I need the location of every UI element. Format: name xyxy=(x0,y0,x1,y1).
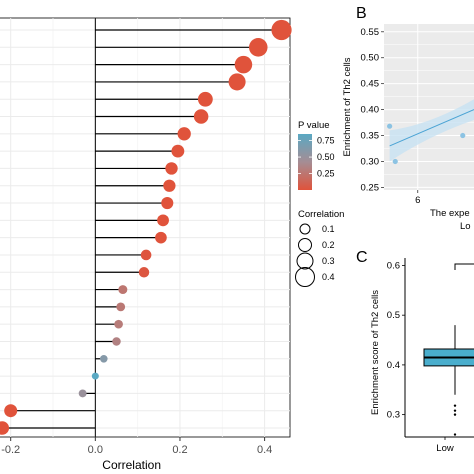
x-tick-label: 0.4 xyxy=(257,444,272,456)
panel-label-b: B xyxy=(356,5,367,22)
lollipop-stems xyxy=(2,29,282,429)
x-axis-ticks: -0.2 0.0 0.2 0.4 xyxy=(1,437,272,456)
lollipop-point xyxy=(165,162,178,175)
x-tick-label: -0.2 xyxy=(1,444,20,456)
lollipop-point xyxy=(99,354,108,363)
panel-c-outlier xyxy=(453,404,457,407)
p-value-colorbar xyxy=(298,134,312,190)
panel-b-point xyxy=(392,158,398,165)
panel-b-x-axis-subtitle: Lo xyxy=(460,221,471,232)
panel-b-fit-line xyxy=(389,109,474,147)
size-legend-label: 0.2 xyxy=(322,240,335,250)
size-legend-circle xyxy=(299,223,311,235)
panel-c-y-axis-title: Enrichment score of Th2 cells xyxy=(370,290,381,415)
panel-b-y-tick-label: 0.50 xyxy=(361,53,380,64)
panel-b-confidence-band xyxy=(389,99,474,162)
lollipop-point xyxy=(138,267,150,278)
panel-b-x-tick-label: 6 xyxy=(415,195,420,206)
lollipop-point xyxy=(271,19,292,41)
panel-c-outlier xyxy=(453,409,457,412)
lollipop-point xyxy=(234,55,253,74)
panel-c-x-tick-label: Low xyxy=(436,443,454,454)
panel-c-outliers xyxy=(453,404,457,436)
lollipop-point xyxy=(197,91,213,107)
lollipop-point xyxy=(163,179,176,192)
correlation-lollipop-chart: -0.2 0.0 0.2 0.4 Correlation xyxy=(0,17,292,472)
panel-b-x-axis-title: The expe xyxy=(430,208,470,219)
lollipop-point xyxy=(171,144,185,158)
correlation-size-legend-title: Correlation xyxy=(298,209,344,220)
x-tick-label: 0.2 xyxy=(172,444,187,456)
panel-c-y-tick-label: 0.6 xyxy=(387,260,400,271)
panel-c-box xyxy=(423,325,474,395)
panel-b-y-tick-label: 0.25 xyxy=(361,182,380,193)
lollipop-point xyxy=(161,196,174,210)
panel-c-y-ticks: 0.6 0.5 0.4 0.3 xyxy=(387,260,405,421)
p-tick-label: 0.25 xyxy=(317,169,335,179)
panel-b-scatter: B 0.55 0.50 0.45 0.40 0.35 0.30 0.25 6 Enrichm… xyxy=(342,5,474,232)
panel-b-point xyxy=(460,132,466,139)
panel-c-significance-bracket xyxy=(454,263,474,270)
size-legend-circle xyxy=(298,238,312,252)
p-tick-label: 0.75 xyxy=(317,136,335,146)
panel-c-x-ticks: Low xyxy=(436,437,454,454)
size-legend-label: 0.1 xyxy=(322,224,335,234)
size-legend-label: 0.3 xyxy=(322,256,335,266)
lollipop-point xyxy=(78,389,87,398)
p-value-legend-title: P value xyxy=(298,120,330,131)
lollipop-point xyxy=(248,38,268,57)
lollipop-point xyxy=(140,249,152,261)
p-value-colorbar-ticks: 0.75 0.50 0.25 xyxy=(298,136,335,179)
legend: P value 0.750.500.25 Correlation 0.10.20… xyxy=(295,120,344,287)
p-tick-label: 0.50 xyxy=(317,152,335,162)
lollipop-point xyxy=(91,372,99,380)
panel-b-y-tick-label: 0.30 xyxy=(361,156,380,167)
plot-background xyxy=(0,17,291,438)
lollipop-point xyxy=(114,319,123,329)
lollipop-point xyxy=(155,231,167,244)
panel-b-x-ticks: 6 xyxy=(415,190,420,206)
lollipop-point xyxy=(4,404,18,418)
lollipop-points xyxy=(0,19,292,435)
correlation-size-legend-items: 0.1 0.2 0.3 0.4 xyxy=(295,223,335,287)
size-legend-label: 0.4 xyxy=(322,272,335,282)
lollipop-point xyxy=(118,285,128,295)
x-axis-title: Correlation xyxy=(102,458,161,472)
lollipop-point xyxy=(177,127,191,141)
panel-b-y-tick-label: 0.35 xyxy=(361,131,380,142)
lollipop-point xyxy=(0,421,10,435)
lollipop-point xyxy=(116,302,126,312)
lollipop-point xyxy=(112,337,121,346)
lollipop-point xyxy=(193,109,209,124)
panel-c-outlier xyxy=(453,433,457,436)
lollipop-point xyxy=(157,214,169,227)
size-legend-circle xyxy=(295,267,315,287)
panel-label-c: C xyxy=(356,249,368,266)
panel-c-boxplot: C 0.6 0.5 0.4 0.3 Low Enrichment score of T… xyxy=(356,249,474,454)
panel-b-y-tick-label: 0.40 xyxy=(361,105,380,116)
lollipop-point xyxy=(228,73,246,91)
panel-b-point xyxy=(387,123,393,129)
panel-b-y-tick-label: 0.45 xyxy=(361,79,380,90)
panel-c-outlier xyxy=(453,413,457,416)
panel-c-y-tick-label: 0.4 xyxy=(387,360,400,371)
size-legend-circle xyxy=(296,252,314,270)
panel-b-plot-background xyxy=(384,24,474,190)
panel-b-y-axis-title: Enrichment of Th2 cells xyxy=(342,57,353,156)
panel-b-points xyxy=(387,123,466,165)
panel-c-y-tick-label: 0.3 xyxy=(387,410,400,421)
panel-b-y-tick-label: 0.55 xyxy=(361,27,380,38)
x-tick-label: 0.0 xyxy=(88,444,103,456)
panel-c-y-tick-label: 0.5 xyxy=(387,310,400,321)
panel-c-axes xyxy=(404,258,474,438)
panel-b-y-ticks: 0.55 0.50 0.45 0.40 0.35 0.30 0.25 xyxy=(361,27,384,193)
